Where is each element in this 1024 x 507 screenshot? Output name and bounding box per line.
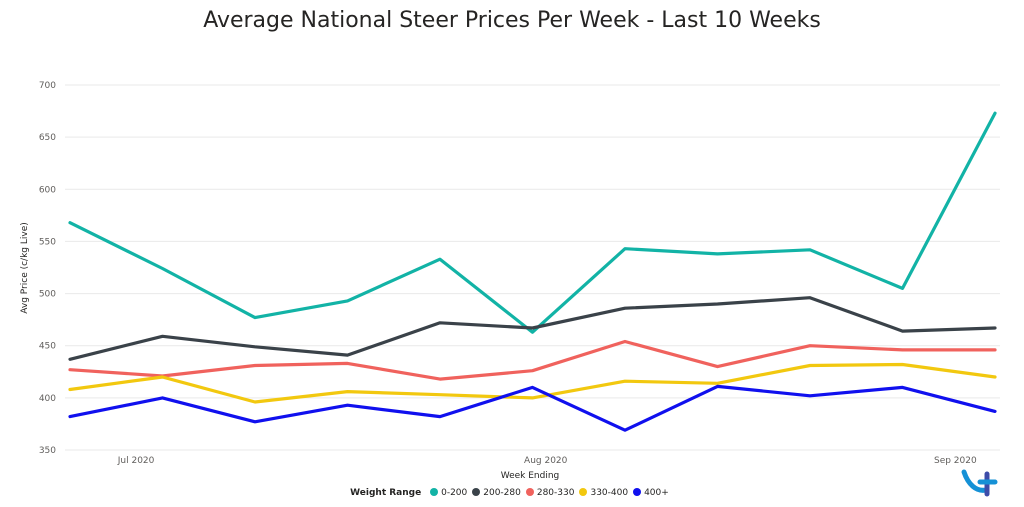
series-line-400+ [68,384,997,432]
legend-label: 280-330 [536,488,575,498]
y-tick-label: 500 [39,290,56,300]
legend-label: 0-200 [441,488,468,498]
legend-swatch [430,488,439,496]
x-tick-label: Aug 2020 [524,456,568,466]
legend-item[interactable]: 400+ [633,488,669,498]
brand-logo [961,469,998,497]
legend-label: 400+ [644,488,669,498]
series-line-0-200 [68,111,997,334]
x-tick-label: Jul 2020 [117,456,155,466]
legend-label: 200-280 [483,488,521,498]
series-line-280-330 [68,339,997,381]
y-tick-label: 550 [39,237,56,247]
legend: Weight Range 0-200 200-280 280-330 330-400 4… [0,488,1024,498]
legend-items: 0-200 200-280 280-330 330-400 400+ [430,488,674,498]
x-tick-label: Sep 2020 [934,456,977,466]
legend-swatch [525,488,534,496]
legend-item[interactable]: 330-400 [579,488,628,498]
x-axis-ticks: Jul 2020 Aug 2020 Sep 2020 [117,456,977,466]
chart-title: Average National Steer Prices Per Week -… [203,8,821,33]
y-tick-label: 450 [39,342,56,352]
legend-title: Weight Range [350,488,422,498]
x-axis-title: Week Ending [501,471,560,481]
y-tick-label: 700 [39,81,56,91]
legend-swatch [579,488,588,496]
legend-label: 330-400 [590,488,629,498]
y-tick-label: 600 [39,185,56,195]
legend-swatch [633,488,642,496]
legend-swatch [472,488,481,496]
y-axis-ticks: 350 400 450 500 550 600 650 700 [39,81,56,456]
legend-item[interactable]: 0-200 [430,488,467,498]
y-axis-title: Avg Price (c/kg Live) [20,222,30,314]
y-tick-label: 350 [39,446,56,456]
y-tick-label: 400 [39,394,56,404]
gridlines [65,84,1000,451]
series-line-330-400 [68,362,997,404]
series-lines [68,111,997,432]
logo-swoosh [961,469,989,493]
legend-item[interactable]: 280-330 [525,488,575,498]
y-tick-label: 650 [39,133,56,143]
series-line-200-280 [68,296,997,361]
legend-item[interactable]: 200-280 [472,488,521,498]
